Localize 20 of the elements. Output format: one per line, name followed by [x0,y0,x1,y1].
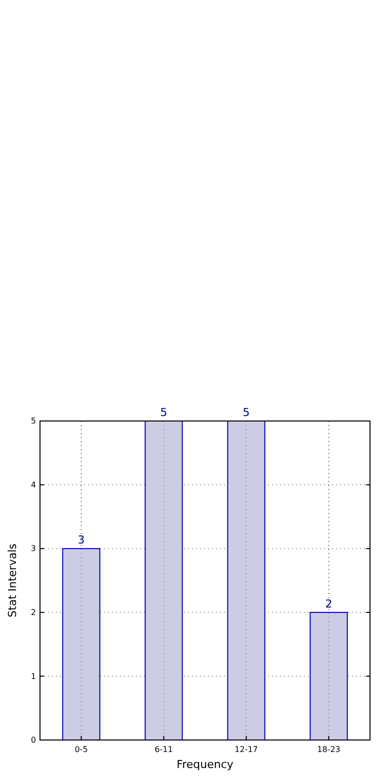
y-tick-label: 1 [30,672,36,681]
data-label: 2 [325,597,332,610]
bar [144,420,183,740]
bar [227,420,266,740]
y-axis-title: Stat Intervals [6,543,19,618]
data-label: 3 [78,534,85,547]
bar [62,548,100,740]
x-tick-label: 18-23 [317,745,340,754]
y-tick-label: 2 [30,608,36,617]
data-label: 5 [242,406,250,419]
x-axis-title: Frequency [176,758,234,771]
bar [310,612,348,740]
x-tick-label: 12-17 [234,745,258,754]
y-tick-label: 4 [30,480,36,490]
data-label: 5 [160,406,168,419]
y-tick-label: 0 [30,736,36,745]
x-tick-label: 6-11 [154,745,173,754]
y-tick-label: 5 [30,416,36,426]
y-tick-label: 3 [30,544,36,554]
x-tick-label: 0-5 [74,745,88,754]
